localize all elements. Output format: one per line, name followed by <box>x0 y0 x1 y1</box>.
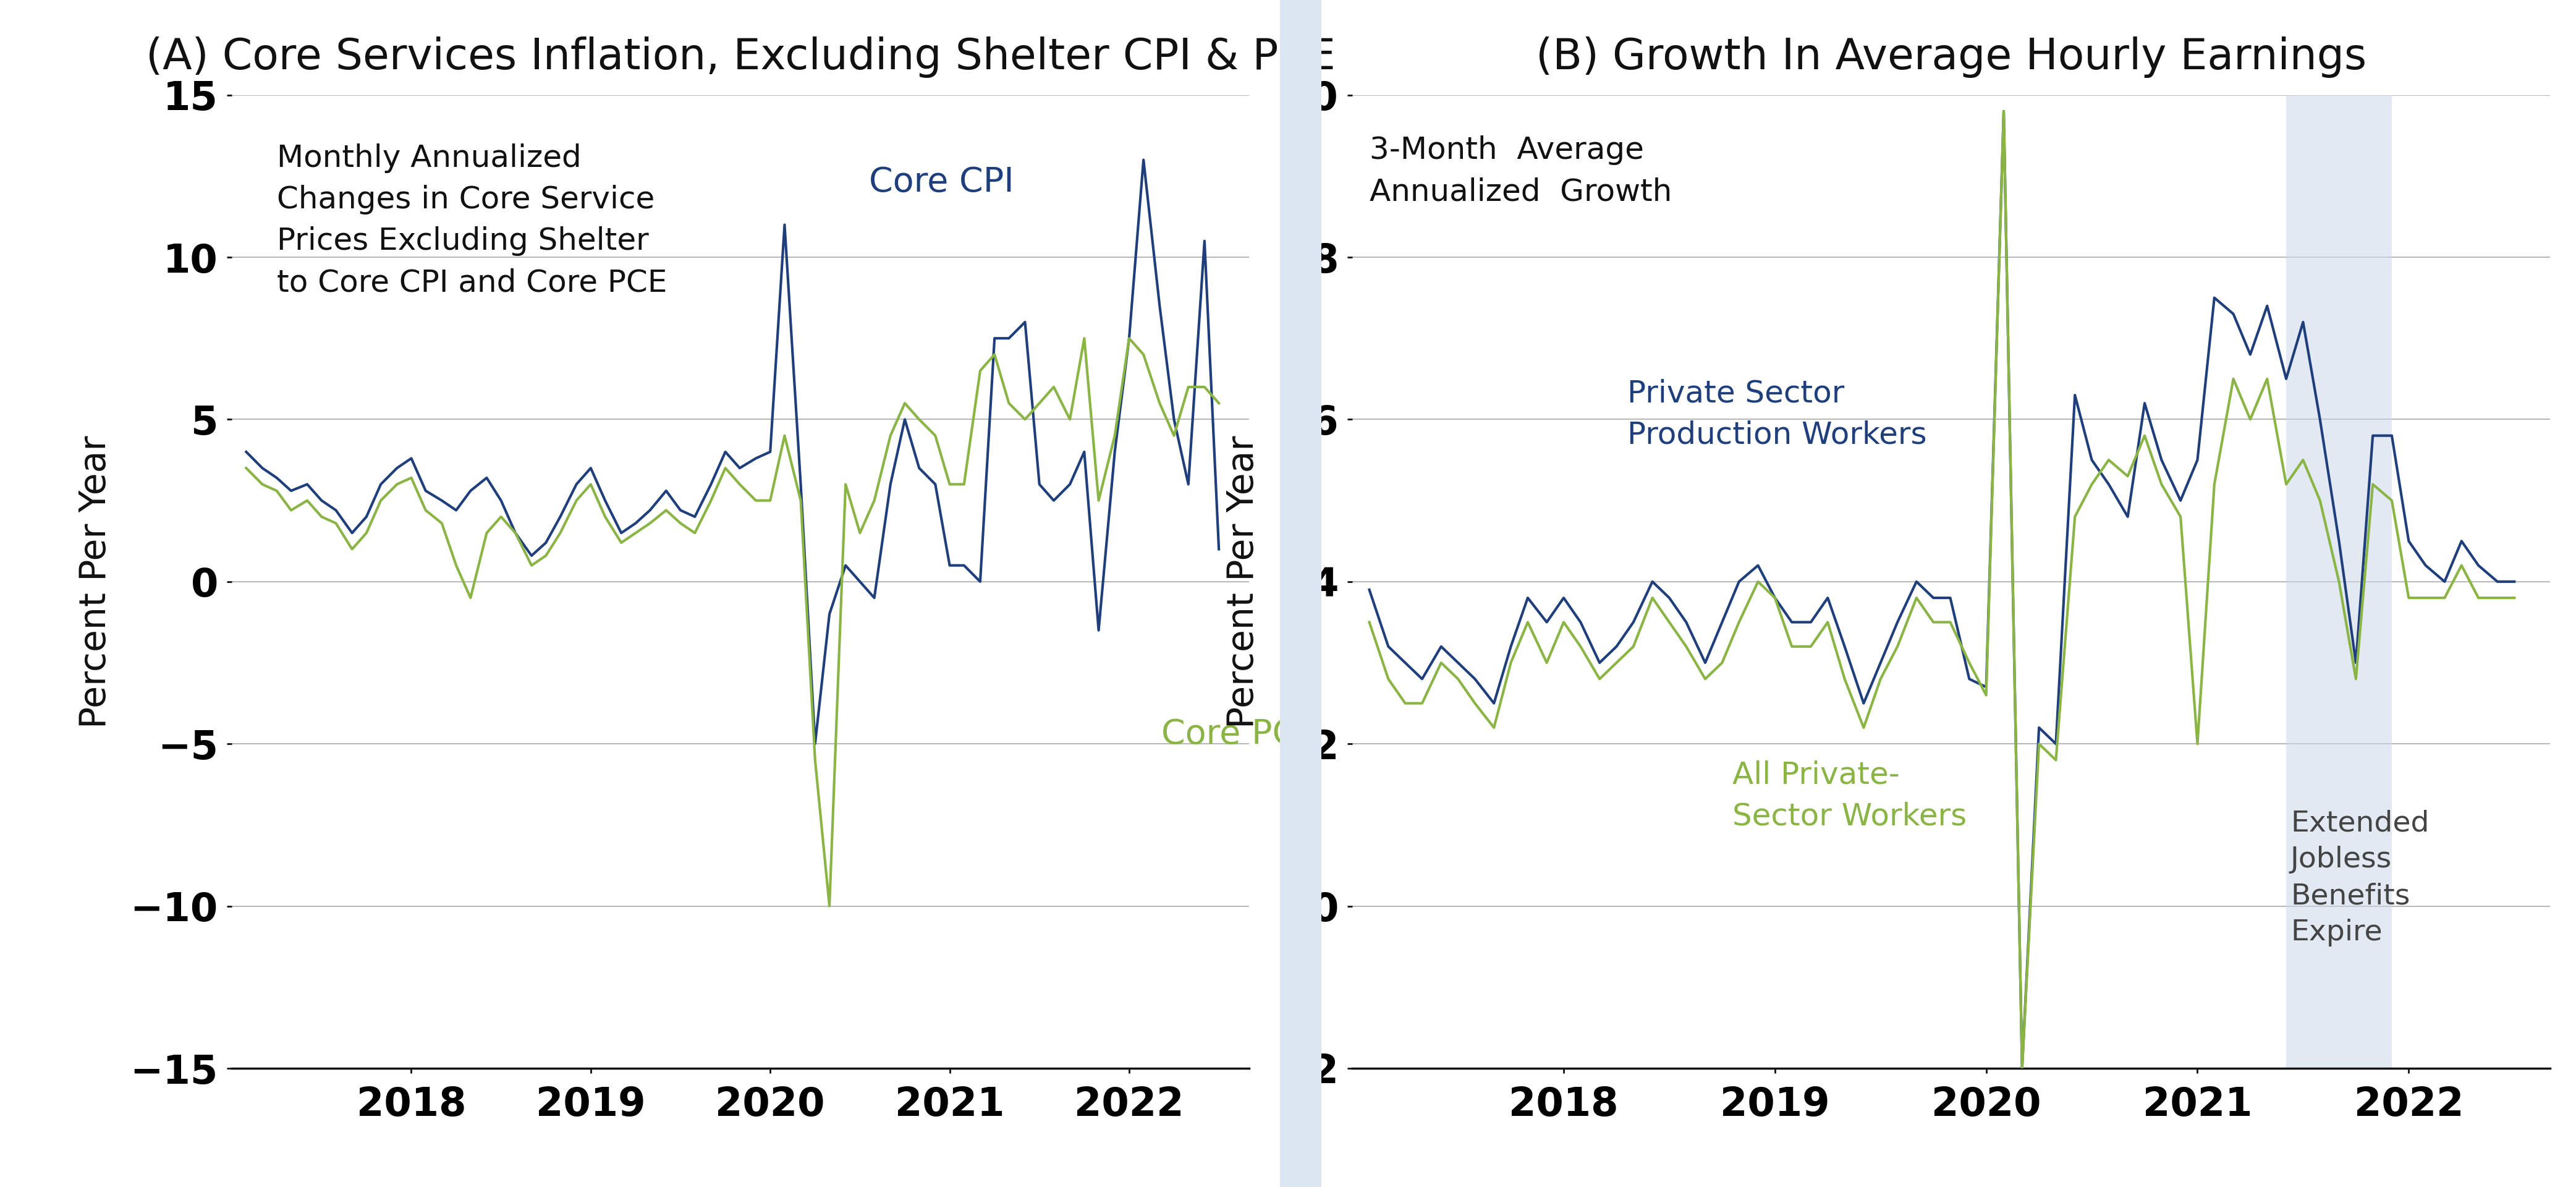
Text: All Private-
Sector Workers: All Private- Sector Workers <box>1734 760 1968 831</box>
Title: (B) Growth In Average Hourly Earnings: (B) Growth In Average Hourly Earnings <box>1535 37 2367 78</box>
Text: Private Sector
Production Workers: Private Sector Production Workers <box>1628 379 1927 450</box>
Y-axis label: Percent Per Year: Percent Per Year <box>77 436 113 728</box>
Y-axis label: Percent Per Year: Percent Per Year <box>1226 436 1262 728</box>
Text: 3-Month  Average
Annualized  Growth: 3-Month Average Annualized Growth <box>1370 135 1672 207</box>
Text: Monthly Annualized
Changes in Core Service
Prices Excluding Shelter
to Core CPI : Monthly Annualized Changes in Core Servi… <box>276 144 667 298</box>
Text: Extended
Jobless
Benefits
Expire: Extended Jobless Benefits Expire <box>2290 810 2429 947</box>
Title: (A) Core Services Inflation, Excluding Shelter CPI & PCE: (A) Core Services Inflation, Excluding S… <box>147 37 1334 78</box>
Text: Core CPI: Core CPI <box>868 165 1015 198</box>
Text: Core PCE: Core PCE <box>1162 718 1319 751</box>
Bar <box>2285 95 2391 1068</box>
